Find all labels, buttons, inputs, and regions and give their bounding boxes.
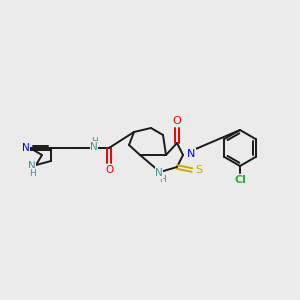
Text: H: H [159, 176, 165, 184]
Text: N: N [155, 168, 163, 178]
Text: N: N [28, 161, 36, 171]
Text: H: H [91, 136, 98, 146]
Text: N: N [22, 143, 30, 153]
Text: Cl: Cl [234, 175, 246, 185]
Text: N: N [90, 142, 98, 152]
Text: N: N [187, 149, 195, 159]
Text: S: S [195, 165, 203, 175]
Text: O: O [172, 116, 182, 126]
Text: O: O [105, 165, 113, 175]
Text: H: H [30, 169, 36, 178]
